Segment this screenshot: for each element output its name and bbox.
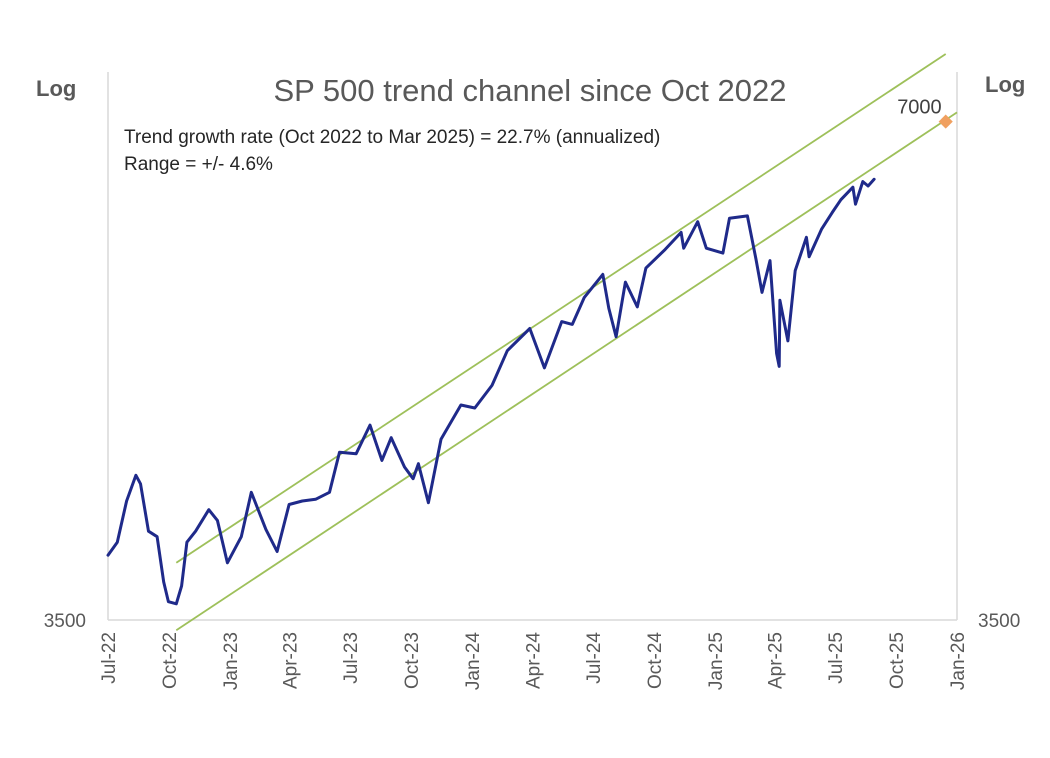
target-marker-label: 7000: [897, 97, 942, 119]
x-tick-label: Oct-22: [160, 632, 181, 689]
x-tick-label: Oct-25: [887, 632, 908, 689]
x-axis-ticks: Jul-22 Oct-22 Jan-23 Apr-23 Jul-23 Oct-23 Jan-…: [99, 632, 969, 691]
x-tick-label: Jul-22: [99, 632, 120, 684]
x-tick-label: Oct-24: [645, 632, 666, 689]
y-tick-label-left: 3500: [44, 611, 86, 632]
series-lines: [106, 177, 876, 606]
right-axis-label: Log: [985, 72, 1025, 97]
x-tick-label: Jan-26: [948, 632, 969, 690]
x-tick-label: Apr-23: [281, 632, 302, 689]
trend-channel: [175, 53, 958, 632]
x-tick-label: Oct-23: [402, 632, 423, 689]
annotation-growth-rate: Trend growth rate (Oct 2022 to Mar 2025)…: [124, 127, 660, 148]
x-tick-label: Jan-24: [463, 632, 484, 691]
series-line-0: [106, 177, 876, 606]
x-tick-label: Apr-24: [524, 632, 545, 689]
x-tick-label: Jul-25: [826, 632, 847, 684]
annotation-range: Range = +/- 4.6%: [124, 154, 273, 175]
x-tick-label: Jul-23: [341, 632, 362, 684]
x-tick-label: Apr-25: [766, 632, 787, 689]
trend-channel-upper-line: [175, 53, 947, 564]
x-tick-label: Jul-24: [584, 632, 605, 684]
left-axis-label: Log: [36, 76, 76, 101]
target-marker: [938, 114, 953, 129]
x-tick-label: Jan-23: [221, 632, 242, 690]
chart-title: SP 500 trend channel since Oct 2022: [274, 73, 787, 108]
trend-channel-lower-line: [175, 111, 958, 632]
marker-group: 7000: [897, 97, 953, 129]
y-tick-label-right: 3500: [978, 611, 1020, 632]
x-tick-label: Jan-25: [706, 632, 727, 690]
